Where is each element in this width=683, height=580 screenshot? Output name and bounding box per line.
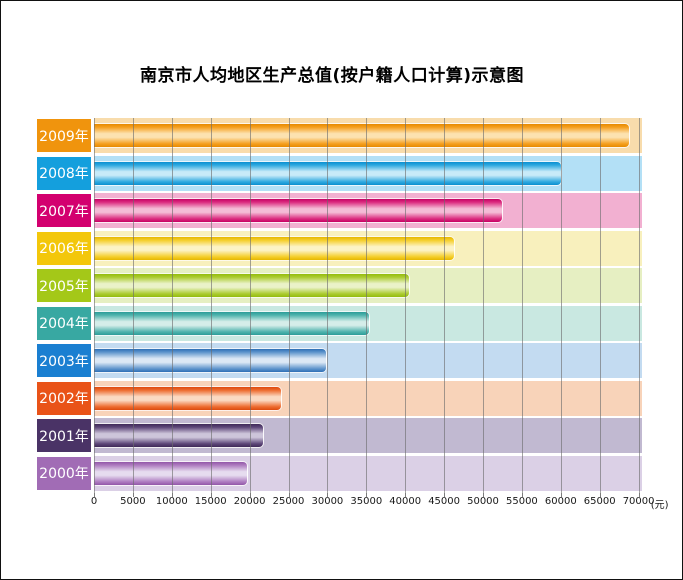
row-band xyxy=(94,380,642,416)
year-label-block: 2009年 xyxy=(37,119,91,152)
gridline xyxy=(249,118,251,493)
tick-mark xyxy=(249,493,251,497)
row-band xyxy=(94,268,642,303)
x-tick-label: 10000 xyxy=(155,496,188,507)
gridline xyxy=(94,118,95,493)
bar xyxy=(94,460,249,486)
bar xyxy=(94,348,327,373)
chart-title: 南京市人均地区生产总值(按户籍人口计算)示意图 xyxy=(139,66,525,86)
gridline xyxy=(132,118,134,493)
year-label-block: 2000年 xyxy=(37,456,91,490)
bar xyxy=(94,198,504,223)
x-tick-label: 30000 xyxy=(311,496,344,507)
tick-mark xyxy=(560,493,562,497)
year-label-block: 2007年 xyxy=(37,194,91,227)
x-tick-label: 5000 xyxy=(120,496,146,507)
x-tick-label: 15000 xyxy=(194,496,227,507)
bar xyxy=(94,273,410,298)
row-band xyxy=(94,118,642,153)
tick-mark xyxy=(638,493,640,497)
x-tick-label: 40000 xyxy=(389,496,422,507)
year-label-block: 2002年 xyxy=(37,381,91,415)
bar xyxy=(94,385,283,411)
x-tick-label: 70000 xyxy=(622,496,655,507)
gridline xyxy=(638,118,640,493)
gridline xyxy=(444,118,446,493)
tick-mark xyxy=(94,493,95,497)
x-tick-label: 25000 xyxy=(272,496,305,507)
row-band xyxy=(94,230,642,266)
tick-mark xyxy=(366,493,368,497)
year-label-block: 2004年 xyxy=(37,306,91,340)
x-tick-label: 35000 xyxy=(350,496,383,507)
gridline xyxy=(171,118,173,493)
tick-mark xyxy=(483,493,484,497)
year-label-block: 2005年 xyxy=(37,269,91,302)
row-band xyxy=(94,343,642,378)
year-label-block: 2003年 xyxy=(37,344,91,377)
gridline xyxy=(560,118,562,493)
bar xyxy=(94,423,265,448)
x-tick-label: 0 xyxy=(90,496,98,507)
row-band xyxy=(94,305,642,341)
x-tick-label: 45000 xyxy=(428,496,460,507)
row-band xyxy=(94,155,642,191)
tick-mark xyxy=(444,493,446,497)
tick-mark xyxy=(521,493,523,497)
gridline xyxy=(210,118,212,493)
tick-mark xyxy=(132,493,134,497)
tick-mark xyxy=(599,493,601,497)
axis-unit-label: (元) xyxy=(650,500,669,511)
gridline xyxy=(366,118,368,493)
x-tick-label: 55000 xyxy=(505,496,538,507)
bar xyxy=(94,235,455,261)
tick-mark xyxy=(327,493,329,497)
gridline xyxy=(405,118,407,493)
plot-area xyxy=(94,118,643,497)
tick-mark xyxy=(171,493,173,497)
bar xyxy=(94,310,371,336)
x-tick-label: 50000 xyxy=(467,496,499,507)
bar xyxy=(94,123,631,148)
year-label-block: 2001年 xyxy=(37,419,91,452)
year-label-block: 2006年 xyxy=(37,231,91,265)
x-tick-label: 20000 xyxy=(233,496,266,507)
tick-mark xyxy=(288,493,290,497)
year-labels-column: 2009年 2008年 2007年 2006年 2005年 2004年 2003年 2002年… xyxy=(37,118,91,493)
row-band xyxy=(94,455,642,491)
row-band xyxy=(94,193,642,228)
x-tick-label: 60000 xyxy=(544,496,577,507)
x-tick-label: 65000 xyxy=(583,496,616,507)
x-axis: 0 5000 10000 15000 20000 25000 30000 35000 40000… xyxy=(90,496,682,511)
year-label-block: 2008年 xyxy=(37,156,91,190)
tick-mark xyxy=(210,493,212,497)
gridline xyxy=(288,118,290,493)
tick-mark xyxy=(405,493,407,497)
gridline xyxy=(521,118,523,493)
row-band xyxy=(94,418,642,453)
gridline xyxy=(483,118,484,493)
gridline xyxy=(599,118,601,493)
gridline xyxy=(327,118,329,493)
